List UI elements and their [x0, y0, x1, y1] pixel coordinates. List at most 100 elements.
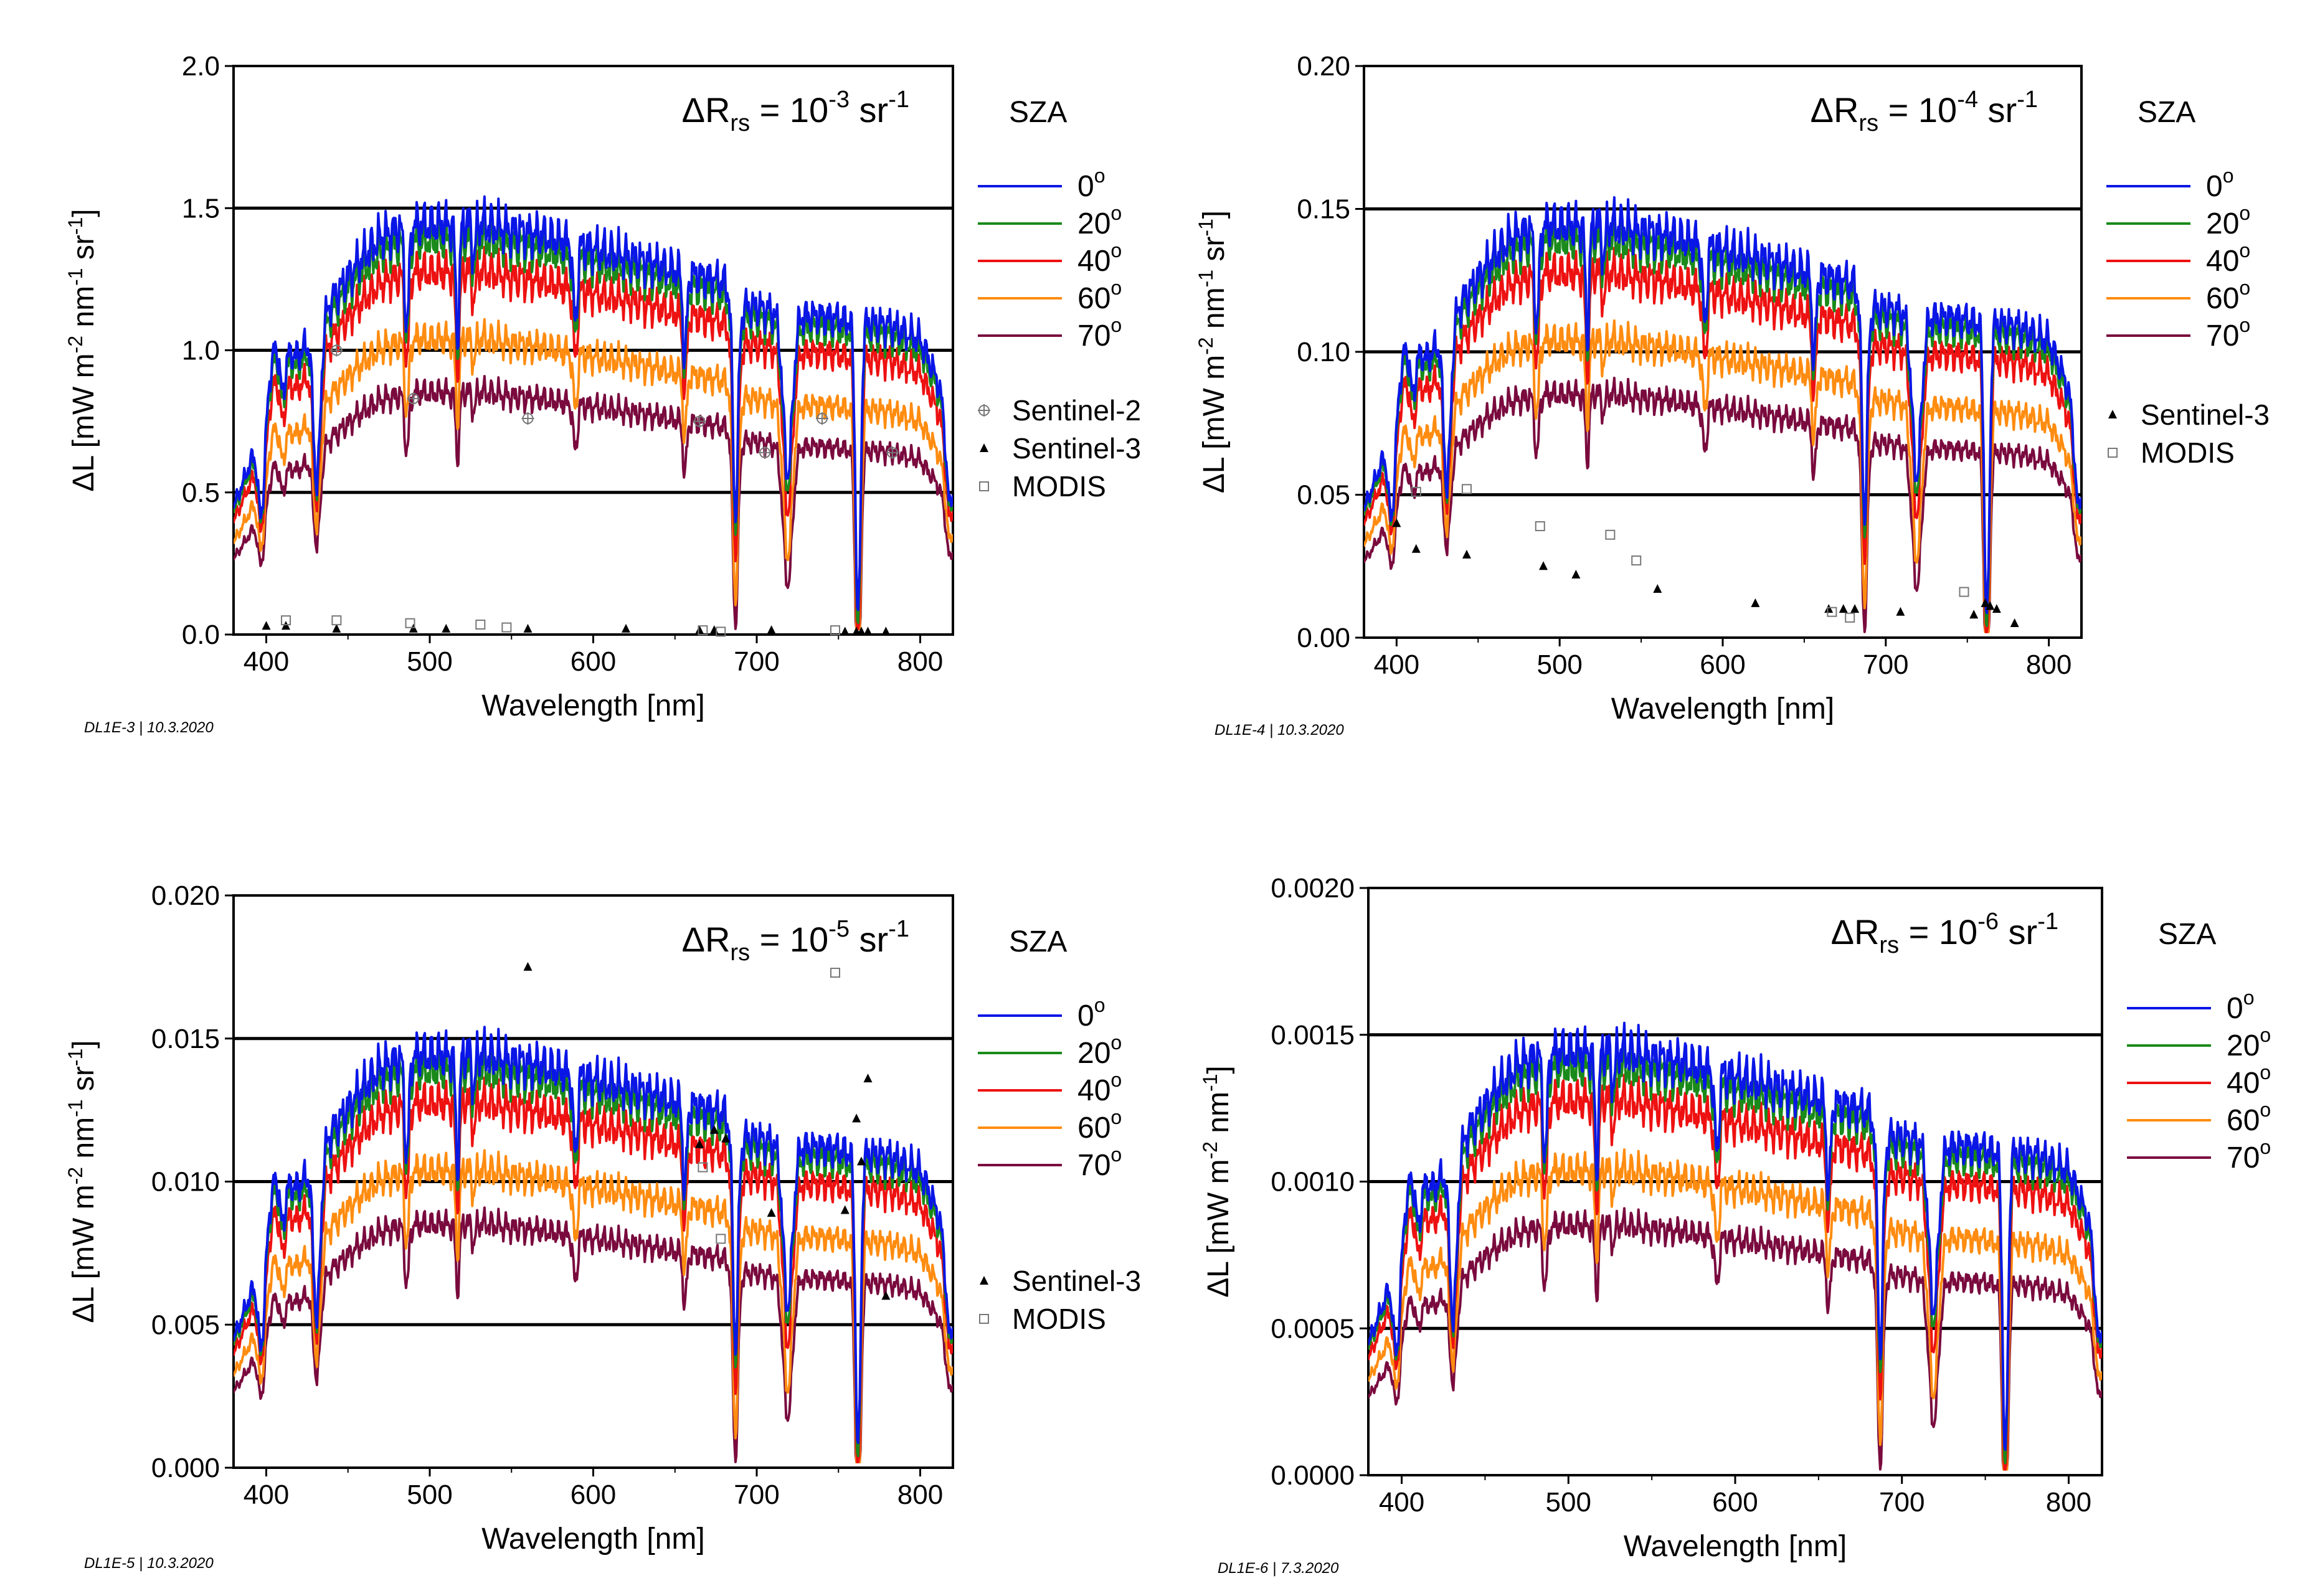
- series-line-sza-40: [1368, 1074, 2102, 1471]
- legend-label-sza-60: 60o: [2206, 276, 2250, 315]
- y-tick-label: 0.0: [182, 620, 220, 650]
- marker-sentinel-3: [442, 623, 451, 633]
- legend-label-sza-0: 0o: [1077, 164, 1106, 203]
- legend-label-sentinel-3: Sentinel-3: [1012, 432, 1141, 465]
- chart-panel-2: 0.00 0.05 0.10 0.15 0.20 400 500 600 700 800 Wavel…: [1195, 51, 2270, 739]
- marker-modis: [1461, 484, 1472, 494]
- marker-sentinel-3: [695, 625, 704, 635]
- marker-sentinel-2: [407, 392, 420, 405]
- marker-sentinel-3: [857, 1156, 866, 1166]
- legend-label-sza-70: 70o: [2227, 1136, 2271, 1174]
- legend-label-sza-40: 40o: [2227, 1061, 2271, 1100]
- y-axis-label: ΔL [mW m-2 nm-1]: [1199, 1065, 1235, 1298]
- y-tick-label: 2.0: [182, 51, 220, 82]
- marker-modis: [405, 618, 415, 628]
- legend-label-sza-60: 60o: [1077, 1106, 1122, 1145]
- marker-modis: [1827, 607, 1837, 617]
- marker-sentinel-3: [523, 961, 533, 971]
- y-tick-label: 0.005: [151, 1310, 220, 1340]
- y-tick-label: 1.0: [182, 336, 220, 366]
- marker-sentinel-2: [521, 412, 534, 425]
- marker-sentinel-2: [816, 412, 828, 425]
- marker-sentinel-3: [2010, 618, 2019, 628]
- marker-sentinel-3: [1751, 598, 1760, 607]
- marker-modis: [716, 1234, 726, 1244]
- series-line-sza-0: [234, 1026, 953, 1444]
- x-tick-label: 400: [1374, 649, 1419, 680]
- series-line-sza-40: [234, 245, 953, 630]
- y-tick-label: 0.020: [151, 881, 220, 911]
- legend-label-modis: MODIS: [1012, 1303, 1106, 1335]
- chart-panel-3: 0.000 0.005 0.010 0.015 0.020 400 500 600 700 800…: [64, 881, 1141, 1572]
- legend-title: SZA: [2158, 918, 2216, 951]
- marker-sentinel-3: [282, 621, 290, 630]
- x-axis-label: Wavelength [nm]: [481, 689, 704, 722]
- marker-sentinel-3: [881, 1291, 891, 1300]
- x-tick-label: 800: [2026, 649, 2071, 680]
- series-line-sza-60: [234, 1149, 953, 1463]
- legend-title: SZA: [1009, 925, 1067, 958]
- y-tick-label: 0.0010: [1271, 1167, 1355, 1197]
- x-tick-label: 700: [734, 646, 779, 677]
- x-tick-label: 700: [734, 1480, 779, 1510]
- marker-sentinel-3: [622, 623, 630, 633]
- y-tick-label: 0.20: [1297, 51, 1350, 82]
- marker-modis: [501, 622, 512, 633]
- legend-label-sentinel-2: Sentinel-2: [1012, 394, 1141, 427]
- x-tick-label: 700: [1879, 1487, 1925, 1518]
- footnote: DL1E-5 | 10.3.2020: [84, 1555, 214, 1572]
- marker-modis: [1411, 486, 1421, 497]
- legend-label-sza-40: 40o: [1077, 239, 1122, 278]
- marker-modis: [1631, 555, 1642, 566]
- legend-swatch-sentinel-2: [978, 404, 990, 417]
- x-axis-label: Wavelength [nm]: [1624, 1530, 1847, 1563]
- series-group: [1364, 196, 2081, 633]
- x-tick-label: 600: [571, 1480, 616, 1510]
- marker-sentinel-3: [1539, 561, 1548, 570]
- legend-label-sza-60: 60o: [1077, 276, 1122, 315]
- x-tick-label: 800: [897, 646, 943, 677]
- x-tick-label: 700: [1863, 649, 1908, 680]
- footnote: DL1E-3 | 10.3.2020: [84, 719, 214, 736]
- marker-sentinel-3: [840, 626, 850, 636]
- legend-label-sza-40: 40o: [2206, 239, 2250, 278]
- y-axis-label: ΔL [mW m-2 nm-1 sr-1]: [64, 1040, 100, 1323]
- series-line-sza-0: [1368, 1021, 2102, 1451]
- y-tick-label: 0.15: [1297, 194, 1350, 225]
- y-tick-label: 0.5: [182, 478, 220, 508]
- series-line-sza-40: [1364, 247, 2081, 633]
- series-group: [1368, 1021, 2102, 1471]
- marker-sentinel-3: [840, 1205, 850, 1214]
- marker-sentinel-3: [709, 1125, 719, 1134]
- delta-rrs-annotation: ΔRrs = 10-3 sr-1: [682, 87, 909, 136]
- y-tick-label: 0.0000: [1271, 1460, 1355, 1491]
- y-tick-label: 0.10: [1297, 337, 1350, 367]
- y-tick-label: 0.0020: [1271, 873, 1355, 904]
- y-tick-label: 0.000: [151, 1453, 220, 1483]
- marker-modis: [716, 626, 726, 637]
- legend-title: SZA: [1009, 96, 1067, 129]
- marker-sentinel-3: [1969, 610, 1979, 619]
- series-line-sza-0: [234, 195, 953, 611]
- x-tick-label: 600: [1712, 1487, 1758, 1518]
- x-tick-label: 800: [2046, 1487, 2091, 1518]
- x-tick-label: 400: [1379, 1487, 1424, 1518]
- marker-sentinel-3: [262, 621, 271, 630]
- marker-sentinel-3: [767, 625, 776, 635]
- marker-modis: [830, 968, 840, 978]
- series-line-sza-70: [234, 375, 953, 630]
- y-axis-label: ΔL [mW m-2 nm-1 sr-1]: [1195, 210, 1231, 493]
- delta-rrs-annotation: ΔRrs = 10-6 sr-1: [1831, 909, 2058, 958]
- legend-label-sza-20: 20o: [2227, 1024, 2271, 1062]
- marker-sentinel-3: [695, 1139, 704, 1148]
- x-tick-label: 600: [1700, 649, 1745, 680]
- marker-sentinel-2: [759, 446, 772, 459]
- marker-sentinel-3: [1986, 601, 1995, 610]
- marker-sentinel-3: [1411, 544, 1421, 553]
- legend-swatch-modis: [979, 1314, 989, 1324]
- marker-modis: [1959, 587, 1969, 597]
- marker-modis: [1845, 612, 1855, 623]
- series-line-sza-70: [1364, 376, 2081, 633]
- marker-sentinel-2: [693, 415, 706, 428]
- chart-panel-1: 0.0 0.5 1.0 1.5 2.0 400 500 600 700 800 Wavelength…: [64, 51, 1141, 736]
